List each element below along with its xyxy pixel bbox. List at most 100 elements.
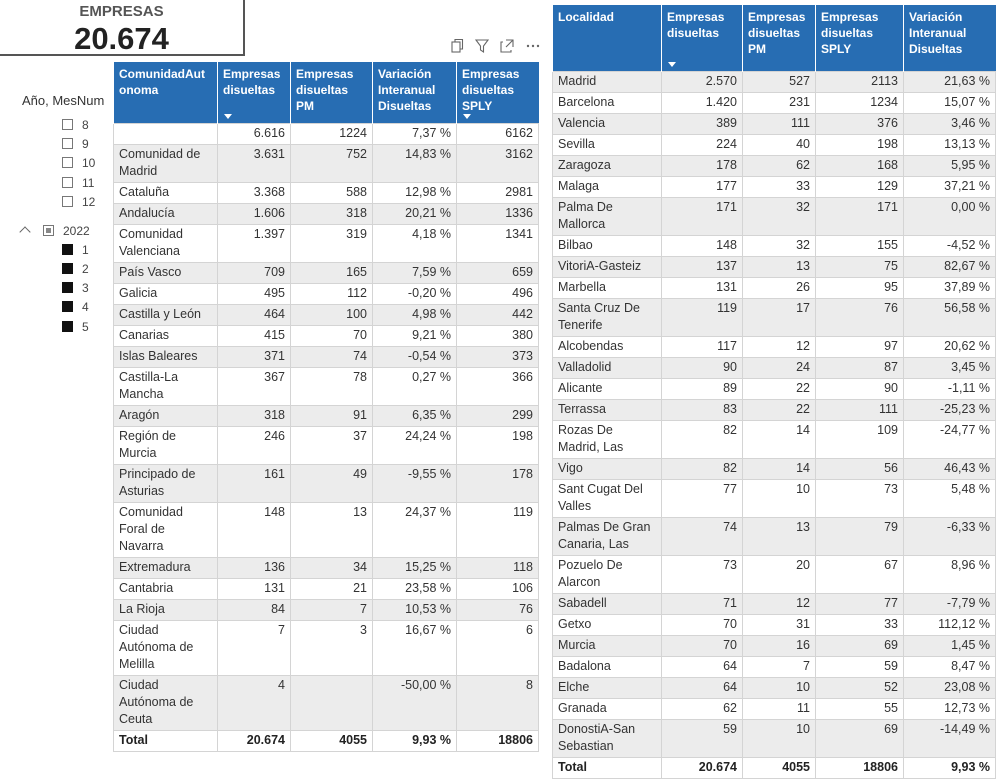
column-header[interactable]: ComunidadAutonoma — [113, 62, 218, 123]
value-cell: 1336 — [456, 202, 539, 225]
value-cell: 77 — [661, 478, 743, 518]
slicer-item[interactable]: 1 — [18, 241, 108, 260]
table-comunidad: ComunidadAutonoma Empresas disueltas Empre… — [113, 62, 539, 752]
table-body: Madrid 2.570 527 2113 21,63 % Barcelona 1.420 2… — [552, 70, 996, 779]
focus-icon[interactable] — [500, 39, 514, 53]
sort-indicator — [224, 113, 232, 119]
value-cell: 366 — [456, 366, 539, 406]
total-value: 9,93 % — [372, 729, 457, 752]
column-header-label: Empresas disueltas — [223, 67, 281, 97]
value-cell: 22 — [742, 398, 816, 421]
value-cell: 24,37 % — [372, 501, 457, 558]
row-label-cell: La Rioja — [113, 598, 218, 621]
table-row: Palma De Mallorca 171 32 171 0,00 % — [552, 196, 996, 236]
value-cell: 10 — [742, 478, 816, 518]
value-cell: 91 — [290, 404, 373, 427]
value-cell: 79 — [815, 516, 904, 556]
checkbox — [62, 138, 73, 150]
slicer-item[interactable]: 2 — [18, 260, 108, 279]
total-value: 18806 — [815, 756, 904, 779]
value-cell: 7,59 % — [372, 261, 457, 284]
column-header[interactable]: Empresas disueltas PM — [742, 5, 816, 71]
value-cell: 75 — [815, 255, 904, 278]
value-cell: 73 — [661, 554, 743, 594]
filter-icon[interactable] — [474, 39, 490, 54]
value-cell: 20,62 % — [903, 335, 996, 358]
column-header[interactable]: Empresas disueltas PM — [290, 62, 373, 123]
column-header[interactable]: Empresas disueltas — [217, 62, 291, 123]
column-header[interactable]: Variación Interanual Disueltas — [903, 5, 996, 71]
table-row: Getxo 70 31 33 112,12 % — [552, 613, 996, 636]
column-header[interactable]: Empresas disueltas — [661, 5, 743, 71]
value-cell: 1234 — [815, 91, 904, 114]
slicer-item[interactable]: 5 — [18, 318, 108, 332]
slicer: 891011122022123456 — [18, 116, 108, 332]
expand-caret — [19, 225, 31, 238]
value-cell: 171 — [661, 196, 743, 236]
value-cell: -14,49 % — [903, 718, 996, 758]
table-row: Canarias 415 70 9,21 % 380 — [113, 324, 539, 347]
value-cell: 32 — [742, 196, 816, 236]
table-header: Localidad Empresas disueltas Empresas disu… — [552, 5, 996, 71]
value-cell: 7 — [217, 619, 291, 676]
value-cell: 62 — [742, 154, 816, 177]
row-label-cell: Principado de Asturias — [113, 463, 218, 503]
value-cell: 198 — [456, 425, 539, 465]
value-cell: 752 — [290, 143, 373, 183]
slicer-label: 2022 — [63, 223, 90, 238]
value-cell: 16,67 % — [372, 619, 457, 676]
value-cell: 9,21 % — [372, 324, 457, 347]
value-cell: 371 — [217, 345, 291, 368]
column-header[interactable]: Empresas disueltas SPLY — [815, 5, 904, 71]
value-cell: 37,89 % — [903, 276, 996, 299]
checkbox — [62, 195, 73, 207]
value-cell: 2113 — [815, 70, 904, 93]
total-label: Total — [113, 729, 218, 752]
kpi-value: 20.674 — [74, 21, 169, 56]
column-header-label: Empresas disueltas SPLY — [462, 67, 520, 113]
slicer-group[interactable]: 2022 — [18, 222, 108, 241]
value-cell: 77 — [815, 592, 904, 615]
value-cell: 5,95 % — [903, 154, 996, 177]
value-cell: 7,37 % — [372, 122, 457, 145]
value-cell: 6162 — [456, 122, 539, 145]
more-icon[interactable] — [526, 44, 540, 48]
slicer-item[interactable]: 4 — [18, 298, 108, 317]
row-label-cell: Bilbao — [552, 234, 662, 257]
row-label-cell: País Vasco — [113, 261, 218, 284]
table-row: Zaragoza 178 62 168 5,95 % — [552, 154, 996, 177]
slicer-label: 5 — [82, 319, 89, 332]
total-row: Total 20.674 4055 18806 9,93 % — [552, 756, 996, 779]
slicer-label: 11 — [82, 175, 95, 190]
slicer-item[interactable]: 3 — [18, 279, 108, 298]
value-cell: 319 — [290, 223, 373, 263]
value-cell: 177 — [661, 175, 743, 198]
slicer-item[interactable]: 12 — [18, 193, 108, 212]
copy-icon[interactable] — [451, 38, 464, 53]
value-cell: 7 — [290, 598, 373, 621]
table-row: Comunidad Foral de Navarra 148 13 24,37 % 11… — [113, 501, 539, 558]
value-cell: 74 — [661, 516, 743, 556]
slicer-item[interactable]: 8 — [18, 116, 108, 135]
value-cell: 49 — [290, 463, 373, 503]
value-cell: 12,98 % — [372, 181, 457, 204]
slicer-item[interactable]: 9 — [18, 135, 108, 154]
column-header[interactable]: Empresas disueltas SPLY — [456, 62, 539, 123]
value-cell: 82,67 % — [903, 255, 996, 278]
slicer-item[interactable]: 11 — [18, 174, 108, 193]
value-cell: 21,63 % — [903, 70, 996, 93]
row-label-cell: Getxo — [552, 613, 662, 636]
value-cell: 46,43 % — [903, 457, 996, 480]
value-cell: 1,45 % — [903, 634, 996, 657]
column-header[interactable]: Variación Interanual Disueltas — [372, 62, 457, 123]
row-label-cell: Aragón — [113, 404, 218, 427]
value-cell: 55 — [815, 697, 904, 720]
column-header-label: Empresas disueltas PM — [748, 10, 806, 56]
value-cell: 117 — [661, 335, 743, 358]
slicer-item[interactable]: 10 — [18, 154, 108, 173]
value-cell: 82 — [661, 419, 743, 459]
column-header[interactable]: Localidad — [552, 5, 662, 71]
value-cell: 33 — [742, 175, 816, 198]
value-cell: 15,25 % — [372, 556, 457, 579]
